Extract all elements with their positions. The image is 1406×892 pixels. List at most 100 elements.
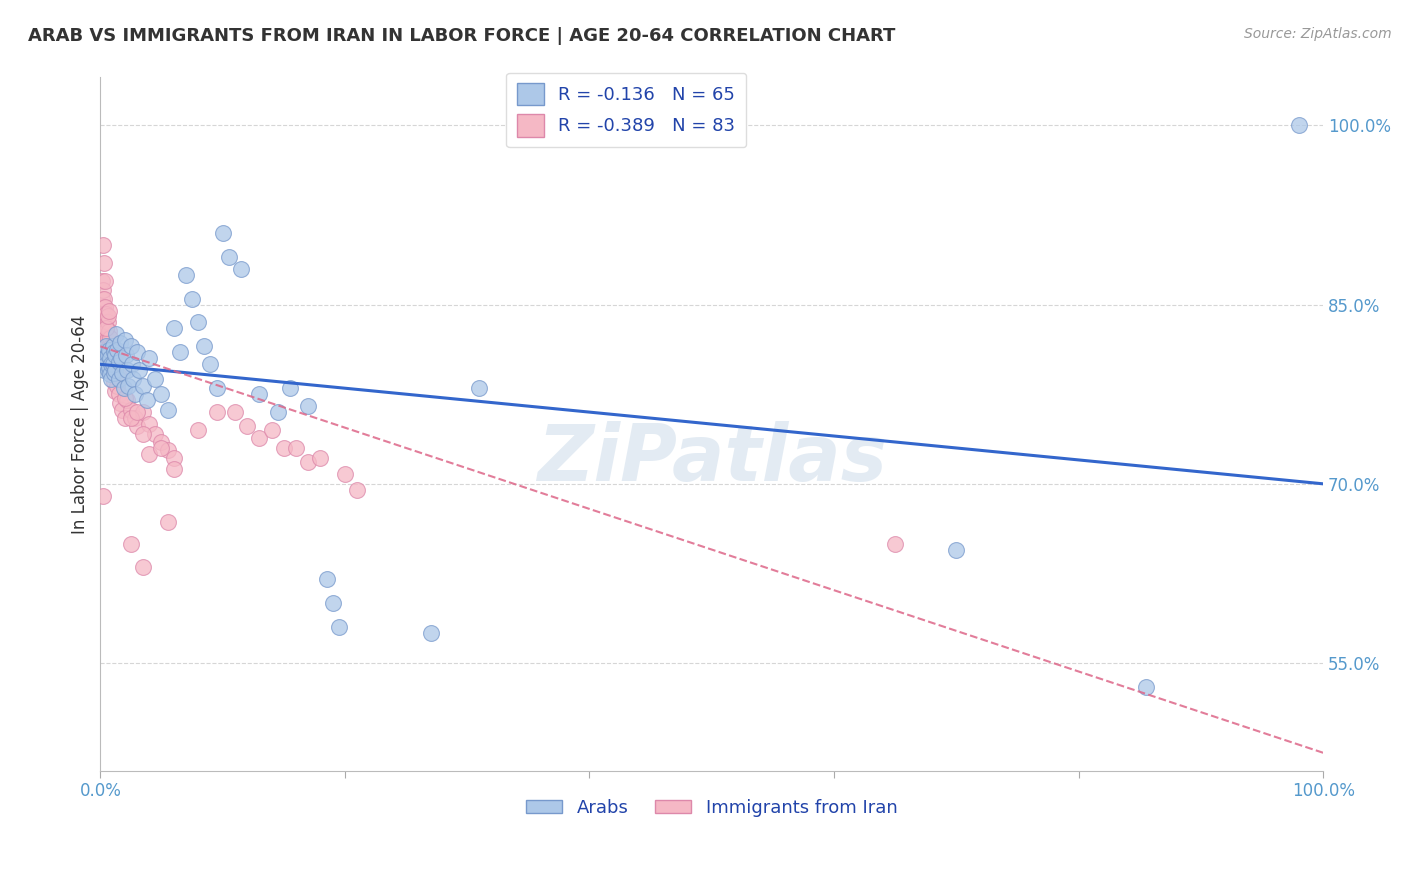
Point	[103, 357, 125, 371]
Point	[124, 387, 146, 401]
Legend: Arabs, Immigrants from Iran: Arabs, Immigrants from Iran	[519, 791, 905, 824]
Point	[122, 371, 145, 385]
Point	[247, 431, 270, 445]
Point	[138, 417, 160, 431]
Point	[114, 391, 136, 405]
Point	[150, 441, 173, 455]
Point	[117, 363, 139, 377]
Point	[156, 443, 179, 458]
Point	[120, 536, 142, 550]
Point	[105, 327, 128, 342]
Point	[97, 348, 120, 362]
Point	[132, 405, 155, 419]
Point	[108, 395, 131, 409]
Point	[97, 359, 120, 374]
Point	[103, 366, 125, 380]
Point	[333, 467, 356, 482]
Point	[124, 411, 146, 425]
Point	[114, 334, 136, 348]
Point	[150, 435, 173, 450]
Point	[107, 355, 129, 369]
Point	[125, 405, 148, 419]
Point	[266, 405, 288, 419]
Point	[98, 367, 121, 381]
Point	[90, 310, 112, 324]
Point	[103, 376, 125, 390]
Point	[121, 357, 143, 371]
Point	[100, 371, 122, 385]
Point	[103, 345, 125, 359]
Point	[107, 379, 129, 393]
Point	[104, 363, 127, 377]
Point	[91, 283, 114, 297]
Point	[1288, 118, 1310, 132]
Point	[138, 447, 160, 461]
Point	[108, 335, 131, 350]
Point	[107, 343, 129, 357]
Point	[315, 573, 337, 587]
Point	[247, 387, 270, 401]
Point	[163, 321, 186, 335]
Point	[150, 387, 173, 401]
Point	[107, 387, 129, 401]
Point	[132, 560, 155, 574]
Point	[94, 274, 117, 288]
Point	[114, 411, 136, 425]
Point	[117, 393, 139, 408]
Point	[297, 455, 319, 469]
Point	[132, 379, 155, 393]
Point	[94, 300, 117, 314]
Point	[120, 339, 142, 353]
Point	[100, 357, 122, 371]
Point	[468, 381, 491, 395]
Point	[125, 345, 148, 359]
Point	[346, 483, 368, 497]
Point	[419, 626, 441, 640]
Point	[97, 331, 120, 345]
Text: ARAB VS IMMIGRANTS FROM IRAN IN LABOR FORCE | AGE 20-64 CORRELATION CHART: ARAB VS IMMIGRANTS FROM IRAN IN LABOR FO…	[28, 27, 896, 45]
Point	[104, 348, 127, 362]
Point	[91, 237, 114, 252]
Point	[93, 292, 115, 306]
Point	[96, 339, 118, 353]
Point	[309, 450, 332, 465]
Point	[218, 250, 240, 264]
Point	[98, 363, 121, 377]
Point	[107, 369, 129, 384]
Point	[328, 620, 350, 634]
Point	[97, 303, 120, 318]
Point	[90, 274, 112, 288]
Point	[205, 381, 228, 395]
Point	[94, 331, 117, 345]
Point	[193, 339, 215, 353]
Point	[91, 316, 114, 330]
Point	[125, 419, 148, 434]
Point	[322, 596, 344, 610]
Point	[96, 307, 118, 321]
Point	[90, 357, 112, 371]
Point	[96, 339, 118, 353]
Point	[97, 363, 120, 377]
Point	[93, 324, 115, 338]
Point	[107, 371, 129, 385]
Point	[117, 379, 139, 393]
Point	[91, 300, 114, 314]
Point	[104, 384, 127, 398]
Point	[101, 348, 124, 362]
Point	[97, 355, 120, 369]
Point	[96, 324, 118, 338]
Point	[285, 441, 308, 455]
Point	[224, 405, 246, 419]
Point	[100, 339, 122, 353]
Point	[120, 411, 142, 425]
Point	[105, 369, 128, 384]
Point	[97, 324, 120, 338]
Point	[96, 357, 118, 371]
Point	[884, 536, 907, 550]
Point	[110, 351, 132, 366]
Point	[93, 307, 115, 321]
Point	[169, 345, 191, 359]
Point	[96, 321, 118, 335]
Point	[111, 366, 134, 380]
Point	[115, 348, 138, 362]
